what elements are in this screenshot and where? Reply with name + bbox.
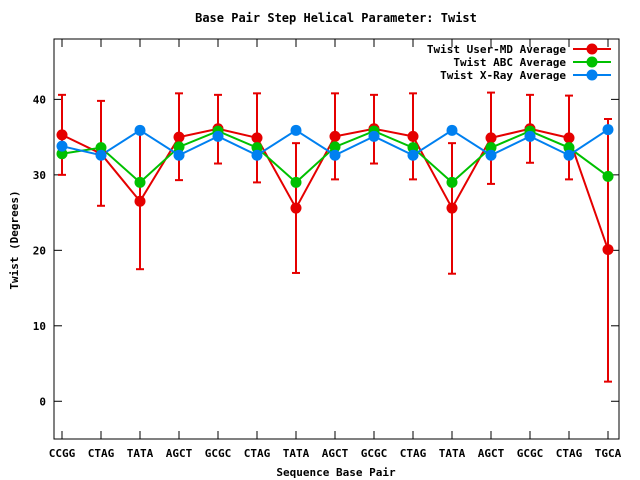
series-point-2-6: [290, 124, 302, 136]
series-point-0-9: [407, 130, 419, 142]
series-point-0-2: [134, 195, 146, 207]
x-tick-label-5: CTAG: [244, 447, 271, 460]
series-point-2-12: [524, 130, 536, 142]
x-tick-label-7: AGCT: [322, 447, 349, 460]
x-tick-label-4: GCGC: [205, 447, 232, 460]
series-point-0-11: [485, 132, 497, 144]
error-bar-layer: [58, 91, 612, 383]
series-point-2-13: [563, 149, 575, 161]
legend-label-2: Twist X-Ray Average: [440, 69, 566, 82]
y-tick-label-4: 40: [33, 93, 46, 106]
series-point-1-10: [446, 176, 458, 188]
series-point-2-14: [602, 124, 614, 136]
plot-frame: [53, 38, 620, 440]
series-point-2-0: [56, 140, 68, 152]
series-point-2-2: [134, 124, 146, 136]
x-tick-label-1: CTAG: [88, 447, 115, 460]
y-tick-label-3: 30: [33, 169, 46, 182]
series-point-1-11: [485, 142, 497, 154]
x-tick-label-2: TATA: [127, 447, 154, 460]
series-point-2-10: [446, 124, 458, 136]
x-axis-label: Sequence Base Pair: [276, 466, 396, 479]
series-point-1-9: [407, 142, 419, 154]
series-point-2-1: [95, 149, 107, 161]
series-point-2-3: [173, 149, 185, 161]
x-tick-label-10: TATA: [439, 447, 466, 460]
chart-title: Base Pair Step Helical Parameter: Twist: [195, 11, 477, 25]
y-axis-label: Twist (Degrees): [8, 190, 21, 289]
legend-marker-2: [586, 69, 598, 81]
x-tick-label-12: GCGC: [517, 447, 544, 460]
series-point-1-0: [56, 148, 68, 160]
x-tick-label-0: CCGG: [49, 447, 76, 460]
series-point-2-5: [251, 149, 263, 161]
series-point-1-1: [95, 142, 107, 154]
x-tick-label-11: AGCT: [478, 447, 505, 460]
series-point-0-6: [290, 202, 302, 214]
series-point-2-9: [407, 149, 419, 161]
x-tick-label-13: CTAG: [556, 447, 583, 460]
y-tick-label-1: 10: [33, 320, 46, 333]
series-point-0-7: [329, 130, 341, 142]
series-point-1-14: [602, 170, 614, 182]
series-layer: [56, 123, 614, 256]
series-point-0-14: [602, 244, 614, 256]
x-tick-label-9: CTAG: [400, 447, 427, 460]
series-point-1-5: [251, 142, 263, 154]
series-point-0-0: [56, 129, 68, 141]
legend-marker-1: [586, 56, 598, 68]
x-tick-label-8: GCGC: [361, 447, 388, 460]
series-point-1-2: [134, 176, 146, 188]
y-tick-label-0: 0: [39, 395, 46, 408]
series-point-0-3: [173, 131, 185, 143]
legend-marker-0: [586, 43, 598, 55]
series-point-2-4: [212, 130, 224, 142]
series-point-0-10: [446, 202, 458, 214]
series-point-2-8: [368, 130, 380, 142]
y-tick-label-2: 20: [33, 244, 46, 257]
x-tick-label-14: TGCA: [595, 447, 622, 460]
series-point-1-7: [329, 141, 341, 153]
legend-label-1: Twist ABC Average: [453, 56, 566, 69]
x-tick-label-3: AGCT: [166, 447, 193, 460]
series-point-1-13: [563, 142, 575, 154]
series-point-2-7: [329, 149, 341, 161]
series-point-0-5: [251, 132, 263, 144]
x-tick-label-6: TATA: [283, 447, 310, 460]
series-point-2-11: [485, 149, 497, 161]
series-point-1-6: [290, 176, 302, 188]
series-point-1-3: [173, 141, 185, 153]
legend-label-0: Twist User-MD Average: [427, 43, 566, 56]
tick-layer: 0 10 20 30 40 CCGG CTAG TATA AGCT GCGC CTAG TATA AGC…: [33, 39, 622, 460]
series-point-0-13: [563, 132, 575, 144]
